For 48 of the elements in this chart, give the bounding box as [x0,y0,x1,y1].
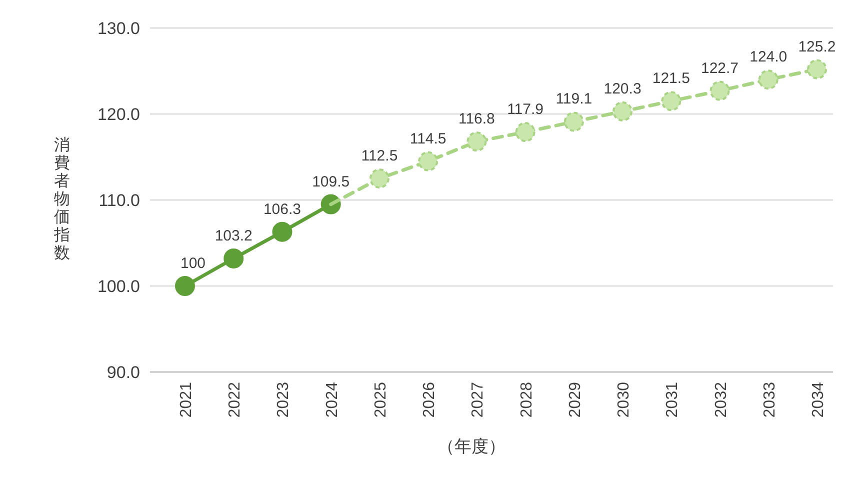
x-tick-label: 2023 [275,382,292,418]
data-label: 119.1 [556,90,592,108]
data-label: 117.9 [507,101,544,118]
data-label: 103.2 [214,227,252,244]
x-tick-label: 2031 [664,382,682,418]
data-label: 122.7 [700,60,739,77]
x-axis-title: （年度） [438,437,506,456]
y-axis-title: 消費者物価指数 [53,136,70,262]
x-tick-label: 2032 [712,382,730,418]
point [418,151,438,172]
point [564,112,584,132]
point [224,248,244,268]
x-tick-label: 2025 [372,382,390,418]
point [807,59,827,80]
point [710,80,730,101]
x-tick-label: 2034 [810,382,827,418]
x-tick-label: 2033 [761,382,778,418]
x-tick-label: 2028 [518,382,536,418]
point [272,222,292,242]
y-tick-label: 120.0 [97,104,140,124]
data-label: 100 [180,255,206,272]
x-tick-label: 2029 [566,382,584,418]
y-tick-label: 130.0 [97,18,140,38]
point [661,91,682,112]
x-tick-label: 2024 [324,382,341,418]
x-tick-label: 2022 [226,382,244,418]
x-tick-label: 2026 [421,382,438,418]
point [369,168,390,188]
data-label: 112.5 [361,148,398,164]
y-tick-label: 90.0 [106,362,140,382]
data-label: 114.5 [410,130,446,148]
point [515,122,536,142]
x-tick-label: 2030 [616,382,633,418]
data-label: 125.2 [798,38,836,56]
point [466,132,487,152]
x-tick-label: 2021 [178,382,195,418]
x-tick-label: 2027 [470,382,487,418]
point [612,101,633,122]
data-label: 116.8 [458,110,495,128]
data-label: 121.5 [652,70,690,88]
data-label: 120.3 [604,80,642,98]
y-tick-label: 100.0 [97,276,140,296]
data-label: 106.3 [263,200,302,218]
point [175,276,195,296]
data-label: 124.0 [750,48,788,66]
y-tick-label: 110.0 [98,190,140,210]
data-label: 109.5 [312,173,350,190]
point [758,70,778,90]
